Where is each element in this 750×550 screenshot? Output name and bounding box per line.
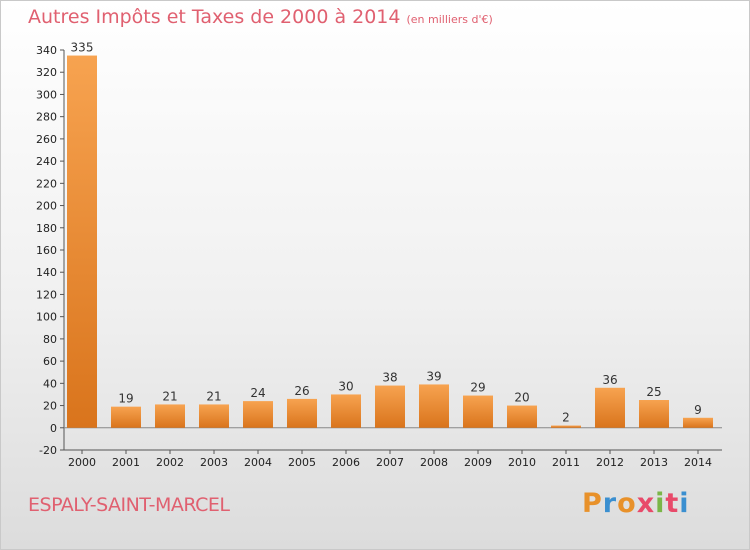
x-tick-label: 2006 — [332, 456, 360, 469]
logo-letter: i — [679, 488, 690, 519]
x-tick-label: 2009 — [464, 456, 492, 469]
y-tick-label: 140 — [36, 266, 57, 279]
logo-letter: x — [636, 488, 656, 519]
bar-value-label: 30 — [338, 379, 353, 393]
x-tick-label: 2008 — [420, 456, 448, 469]
logo-letter: t — [665, 488, 680, 519]
y-tick-label: 180 — [36, 222, 57, 235]
y-tick-label: 320 — [36, 66, 57, 79]
x-tick-label: 2003 — [200, 456, 228, 469]
bar — [111, 406, 141, 428]
logo-letter: r — [602, 488, 618, 519]
bar-value-label: 21 — [206, 389, 221, 403]
bar-value-label: 9 — [694, 403, 702, 417]
y-tick-label: 100 — [36, 311, 57, 324]
logo-letter: P — [582, 488, 603, 519]
bar-value-label: 38 — [382, 371, 397, 385]
bar — [199, 404, 229, 428]
y-tick-label: -20 — [39, 444, 57, 457]
y-tick-label: 20 — [43, 400, 57, 413]
y-tick-label: 160 — [36, 244, 57, 257]
bar — [155, 404, 185, 428]
bar — [243, 401, 273, 428]
y-tick-label: 120 — [36, 288, 57, 301]
bar-value-label: 335 — [71, 41, 94, 55]
x-tick-label: 2010 — [508, 456, 536, 469]
bar — [595, 387, 625, 428]
y-tick-label: 260 — [36, 133, 57, 146]
bar — [507, 405, 537, 428]
bar-value-label: 24 — [250, 386, 265, 400]
chart-title: Autres Impôts et Taxes de 2000 à 2014 (en… — [28, 6, 493, 28]
chart-title-text: Autres Impôts et Taxes de 2000 à 2014 — [28, 6, 401, 28]
bar-value-label: 36 — [602, 373, 617, 387]
bar — [419, 384, 449, 428]
bar-value-label: 21 — [162, 389, 177, 403]
y-tick-label: 60 — [43, 355, 57, 368]
x-tick-label: 2004 — [244, 456, 272, 469]
bar — [639, 400, 669, 428]
bar-value-label: 29 — [470, 381, 485, 395]
x-tick-label: 2001 — [112, 456, 140, 469]
bar — [331, 394, 361, 428]
bar — [683, 417, 713, 428]
logo-letter: i — [655, 488, 666, 519]
bar — [375, 385, 405, 428]
x-tick-label: 2011 — [552, 456, 580, 469]
bar-value-label: 26 — [294, 384, 309, 398]
bar — [463, 395, 493, 428]
y-tick-label: 80 — [43, 333, 57, 346]
logo-letter: o — [617, 488, 637, 519]
bar-value-label: 25 — [646, 385, 661, 399]
x-tick-label: 2007 — [376, 456, 404, 469]
y-tick-label: 280 — [36, 111, 57, 124]
x-tick-label: 2013 — [640, 456, 668, 469]
x-tick-label: 2014 — [684, 456, 712, 469]
y-tick-label: 40 — [43, 377, 57, 390]
chart-unit-label: (en milliers d'€) — [406, 13, 493, 26]
x-tick-label: 2012 — [596, 456, 624, 469]
y-tick-label: 220 — [36, 177, 57, 190]
bar-value-label: 39 — [426, 369, 441, 383]
bar-value-label: 19 — [118, 392, 133, 406]
y-tick-label: 340 — [36, 44, 57, 57]
y-tick-label: 240 — [36, 155, 57, 168]
place-name: ESPALY-SAINT-MARCEL — [28, 494, 230, 516]
proxiti-logo: Proxiti — [582, 488, 690, 519]
bar-value-label: 20 — [514, 391, 529, 405]
bar — [67, 55, 97, 428]
y-tick-label: 300 — [36, 88, 57, 101]
x-tick-label: 2002 — [156, 456, 184, 469]
y-tick-label: 200 — [36, 200, 57, 213]
x-tick-label: 2000 — [68, 456, 96, 469]
bar — [287, 398, 317, 428]
y-tick-label: 0 — [50, 422, 57, 435]
x-tick-label: 2005 — [288, 456, 316, 469]
bar-value-label: 2 — [562, 411, 570, 425]
bar — [551, 425, 581, 428]
